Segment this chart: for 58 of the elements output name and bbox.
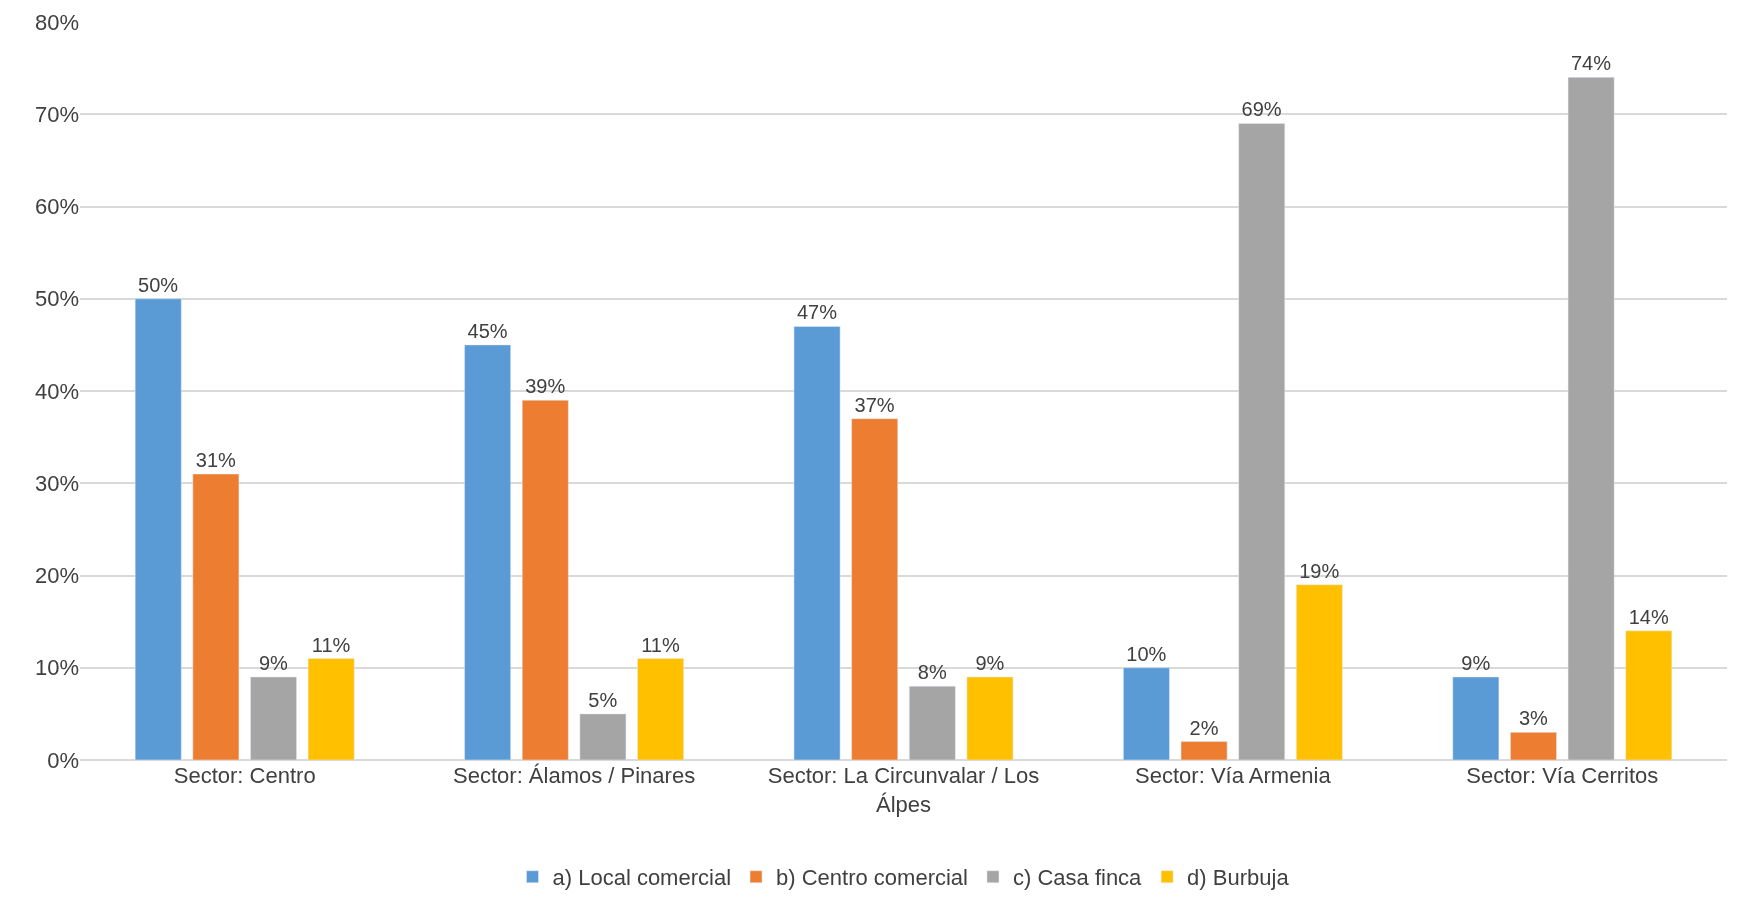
- bar: [521, 399, 569, 760]
- bar: [966, 676, 1014, 760]
- bar: [464, 344, 511, 760]
- bar: [851, 418, 898, 760]
- bar: [579, 713, 627, 760]
- data-label: 8%: [917, 661, 947, 684]
- y-tick-label: 40%: [34, 378, 79, 404]
- data-label: 9%: [975, 651, 1005, 674]
- data-label: 31%: [195, 449, 236, 472]
- bar: [793, 326, 841, 760]
- y-tick-label: 10%: [34, 655, 79, 681]
- bar: [1567, 77, 1615, 760]
- data-label: 50%: [138, 273, 179, 296]
- bar: [1123, 667, 1170, 760]
- x-tick-label: Sector: Vía Armenia: [1135, 763, 1332, 788]
- data-label: 19%: [1299, 559, 1340, 582]
- y-tick-label: 30%: [34, 470, 79, 496]
- bar: [1238, 123, 1286, 760]
- bar: [1452, 676, 1500, 760]
- y-tick-label: 70%: [34, 101, 79, 127]
- bar: [1296, 584, 1343, 760]
- x-tick-label: Sector: La Circunvalar / Los Álpes: [767, 763, 1040, 817]
- bar: [307, 658, 355, 760]
- data-label: 39%: [525, 375, 566, 398]
- x-tick-label: Sector: Vía Cerritos: [1466, 763, 1659, 788]
- legend-label: b) Centro comercial: [776, 865, 968, 891]
- data-label: 3%: [1518, 707, 1549, 730]
- data-label: 74%: [1571, 52, 1612, 75]
- data-label: 45%: [467, 319, 508, 342]
- data-label: 14%: [1628, 605, 1669, 628]
- data-label: 11%: [311, 633, 351, 656]
- data-label: 9%: [1461, 651, 1491, 674]
- legend-label: a) Local comercial: [552, 865, 732, 891]
- data-label: 2%: [1189, 716, 1219, 739]
- legend-label: d) Burbuja: [1187, 865, 1290, 891]
- data-label: 69%: [1241, 98, 1282, 121]
- bar: [192, 473, 240, 760]
- y-tick-label: 0%: [47, 747, 79, 773]
- data-label: 5%: [588, 688, 618, 711]
- bar: [1510, 732, 1557, 760]
- y-tick-label: 80%: [34, 9, 79, 35]
- y-tick-label: 50%: [34, 286, 79, 312]
- bar: [909, 685, 956, 760]
- y-tick-label: 20%: [34, 563, 79, 589]
- bar: [134, 298, 182, 760]
- y-tick-label: 60%: [34, 194, 79, 220]
- data-label: 47%: [796, 301, 838, 324]
- bar: [637, 658, 684, 760]
- data-label: 11%: [641, 633, 680, 656]
- x-tick-label: Sector: Centro: [173, 763, 316, 788]
- bar: [1625, 630, 1673, 760]
- data-label: 9%: [258, 651, 289, 674]
- data-label: 10%: [1126, 642, 1167, 665]
- bar: [250, 676, 297, 760]
- bar: [1180, 741, 1228, 760]
- legend-label: c) Casa finca: [1012, 865, 1143, 891]
- x-tick-label: Sector: Álamos / Pinares: [453, 763, 696, 788]
- data-label: 37%: [854, 393, 895, 416]
